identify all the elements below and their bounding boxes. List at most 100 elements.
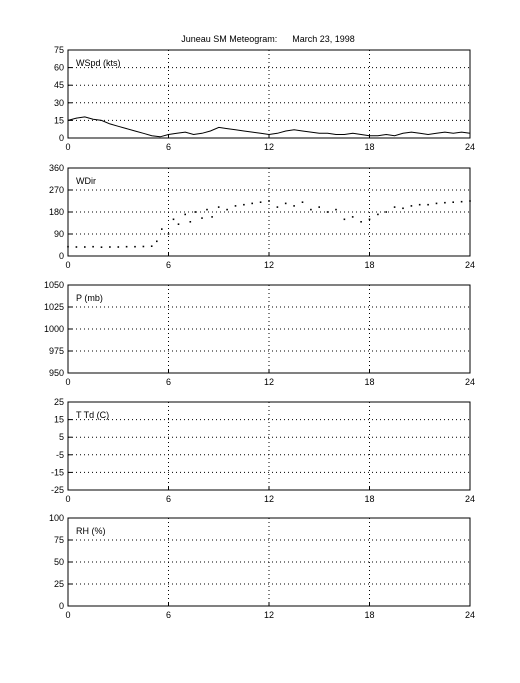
figure-title: Juneau SM Meteogram: March 23, 1998: [181, 34, 355, 44]
y-tick-label: 270: [49, 185, 64, 195]
data-point: [469, 200, 471, 202]
x-tick-label: 0: [65, 494, 70, 504]
x-tick-label: 12: [264, 610, 274, 620]
x-tick-label: 18: [364, 494, 374, 504]
data-point: [360, 221, 362, 223]
x-tick-label: 24: [465, 377, 475, 387]
x-tick-label: 18: [364, 260, 374, 270]
data-point: [206, 208, 208, 211]
data-point: [335, 208, 337, 211]
data-point: [385, 211, 387, 213]
x-tick-label: 24: [465, 260, 475, 270]
y-tick-label: 5: [59, 432, 64, 442]
data-point: [226, 208, 228, 211]
panel-4: 0 6 12 18 24 -25 -15 -5 5 15 25 T Td (C): [51, 397, 475, 504]
x-tick-label: 0: [65, 142, 70, 152]
y-tick-label: 0: [59, 133, 64, 143]
x-tick-label: 24: [465, 610, 475, 620]
y-tick-label: 0: [59, 251, 64, 261]
data-point: [109, 246, 111, 248]
data-point: [92, 245, 94, 248]
y-tick-label: 100: [49, 513, 64, 523]
x-tick-label: 18: [364, 377, 374, 387]
y-tick-label: 1025: [44, 302, 64, 312]
data-point: [125, 245, 128, 248]
y-tick-label: 75: [54, 535, 64, 545]
data-point: [368, 218, 371, 221]
data-point: [427, 203, 429, 206]
y-tick-label: 15: [54, 115, 64, 125]
data-point: [167, 233, 170, 235]
data-point: [435, 202, 438, 205]
x-tick-label: 18: [364, 610, 374, 620]
x-tick-label: 0: [65, 610, 70, 620]
x-tick-label: 6: [166, 377, 171, 387]
data-point: [150, 245, 153, 247]
x-tick-label: 24: [465, 494, 475, 504]
data-point: [393, 206, 396, 208]
data-point: [194, 211, 197, 213]
x-tick-label: 6: [166, 142, 171, 152]
data-point: [452, 201, 454, 203]
x-tick-label: 12: [264, 494, 274, 504]
y-tick-label: 50: [54, 557, 64, 567]
data-point: [326, 211, 329, 213]
series-line: [67, 116, 471, 138]
data-point: [217, 206, 220, 208]
y-tick-label: 45: [54, 80, 64, 90]
y-tick-label: 975: [49, 346, 64, 356]
panel-label: WDir: [76, 176, 96, 186]
x-tick-label: 12: [264, 142, 274, 152]
data-point: [301, 201, 304, 203]
data-point: [251, 202, 253, 205]
data-point: [402, 207, 404, 210]
y-tick-label: -5: [56, 450, 64, 460]
x-tick-label: 24: [465, 142, 475, 152]
data-point: [293, 205, 295, 207]
data-point: [351, 216, 354, 218]
y-tick-label: 75: [54, 45, 64, 55]
data-point: [67, 245, 69, 248]
x-tick-label: 18: [364, 142, 374, 152]
data-point: [142, 245, 145, 248]
data-point: [184, 213, 186, 216]
data-point: [100, 246, 103, 248]
data-point: [377, 213, 379, 216]
data-point: [117, 246, 120, 248]
data-point: [75, 246, 78, 248]
data-point: [134, 245, 136, 248]
x-tick-label: 6: [166, 610, 171, 620]
x-tick-label: 12: [264, 260, 274, 270]
data-point: [460, 200, 463, 203]
data-point: [444, 201, 446, 204]
data-point: [259, 201, 262, 203]
data-point: [318, 206, 320, 208]
panel-3: 0 6 12 18 24 950 975 1000 1025 1050 P (mb): [44, 280, 475, 387]
y-tick-label: 950: [49, 368, 64, 378]
panel-label: T Td (C): [76, 410, 109, 420]
y-tick-label: 25: [54, 579, 64, 589]
data-point: [418, 203, 421, 206]
data-point: [84, 246, 86, 248]
panel-5: 0 6 12 18 24 0 25 50 75 100 RH (%): [49, 513, 475, 620]
x-tick-label: 12: [264, 377, 274, 387]
y-tick-label: 15: [54, 415, 64, 425]
y-tick-label: 30: [54, 98, 64, 108]
y-tick-label: 1000: [44, 324, 64, 334]
y-tick-label: 25: [54, 397, 64, 407]
x-tick-label: 6: [166, 260, 171, 270]
y-tick-label: 1050: [44, 280, 64, 290]
data-point: [201, 217, 203, 219]
data-point: [310, 208, 312, 211]
data-point: [211, 216, 213, 218]
y-tick-label: 360: [49, 163, 64, 173]
data-point: [410, 205, 413, 207]
data-point: [284, 202, 287, 205]
data-point: [161, 228, 163, 230]
y-tick-label: 180: [49, 207, 64, 217]
y-tick-label: -25: [51, 485, 64, 495]
data-point: [172, 218, 175, 221]
x-tick-label: 0: [65, 377, 70, 387]
panel-1: 0 6 12 18 24 0 15 30 45 60 75 WSpd (kts): [54, 45, 475, 152]
y-tick-label: 0: [59, 601, 64, 611]
